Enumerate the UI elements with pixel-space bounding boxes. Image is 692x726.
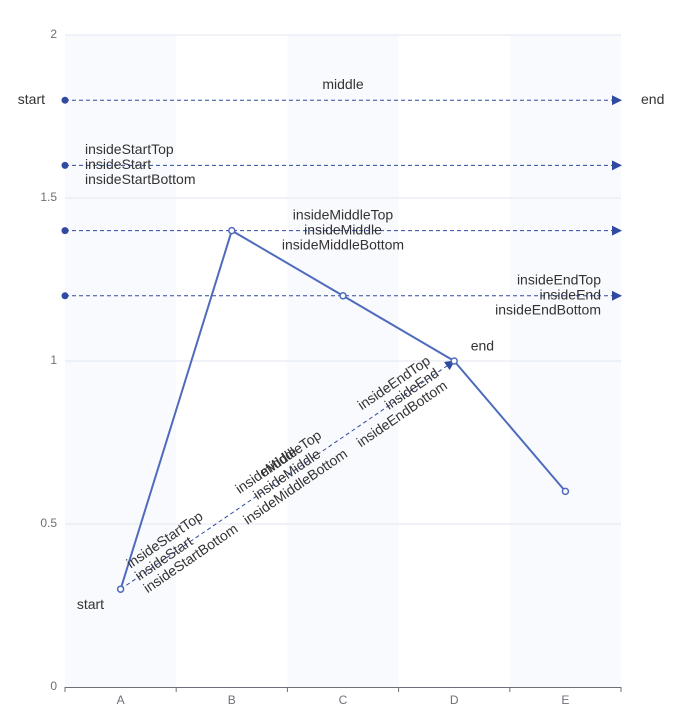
grid-layer — [65, 34, 621, 525]
y-tick-label: 1 — [50, 353, 57, 367]
x-tick-label: C — [339, 693, 348, 707]
data-point-e — [561, 487, 570, 496]
y-tick-label: 2 — [50, 27, 57, 41]
data-point-c — [339, 292, 347, 300]
axes-layer: 0 0.5 1 1.5 2 A B C D E — [40, 27, 622, 707]
mark-line-5 — [120, 360, 456, 590]
mark-label-inside-start-top: insideStartTop — [85, 141, 174, 157]
y-tick-label: 0 — [50, 679, 57, 693]
x-tick-label: D — [450, 693, 459, 707]
series-layer — [116, 226, 570, 593]
mark-label-inside-start-bottom: insideStartBottom — [85, 171, 196, 187]
y-tick-label: 1.5 — [40, 190, 57, 204]
x-tick-label: B — [228, 693, 236, 707]
mark-lines-layer — [61, 95, 622, 593]
mark-label-inside-end-top: insideEndTop — [517, 272, 601, 288]
mark-line-start-symbol — [61, 292, 69, 300]
mark-label-inside-end: insideEnd — [540, 287, 602, 303]
x-tick-label: A — [117, 693, 125, 707]
data-point-d — [450, 357, 458, 365]
x-tick-label: E — [561, 693, 569, 707]
mark-label-start: start — [77, 596, 104, 612]
y-tick-label: 0.5 — [40, 516, 57, 530]
mark-line-start-symbol — [61, 161, 69, 169]
mark-line-start-symbol — [61, 96, 69, 104]
mark-line-start-symbol — [61, 227, 69, 235]
mark-label-inside-middle-bottom: insideMiddleBottom — [282, 236, 404, 252]
mark-label-inside-middle-top: insideMiddleTop — [293, 206, 394, 222]
data-point-b — [228, 226, 236, 235]
mark-label-inside-start: insideStart — [85, 156, 151, 172]
mark-label-inside-middle: insideMiddle — [304, 221, 382, 237]
mark-label-middle: middle — [322, 76, 363, 92]
mark-label-end: end — [641, 91, 664, 107]
mark-label-end: end — [471, 337, 494, 353]
mark-label-start: start — [18, 91, 45, 107]
mark-label-inside-end-bottom: insideEndBottom — [495, 302, 601, 318]
data-point-a — [116, 585, 125, 593]
